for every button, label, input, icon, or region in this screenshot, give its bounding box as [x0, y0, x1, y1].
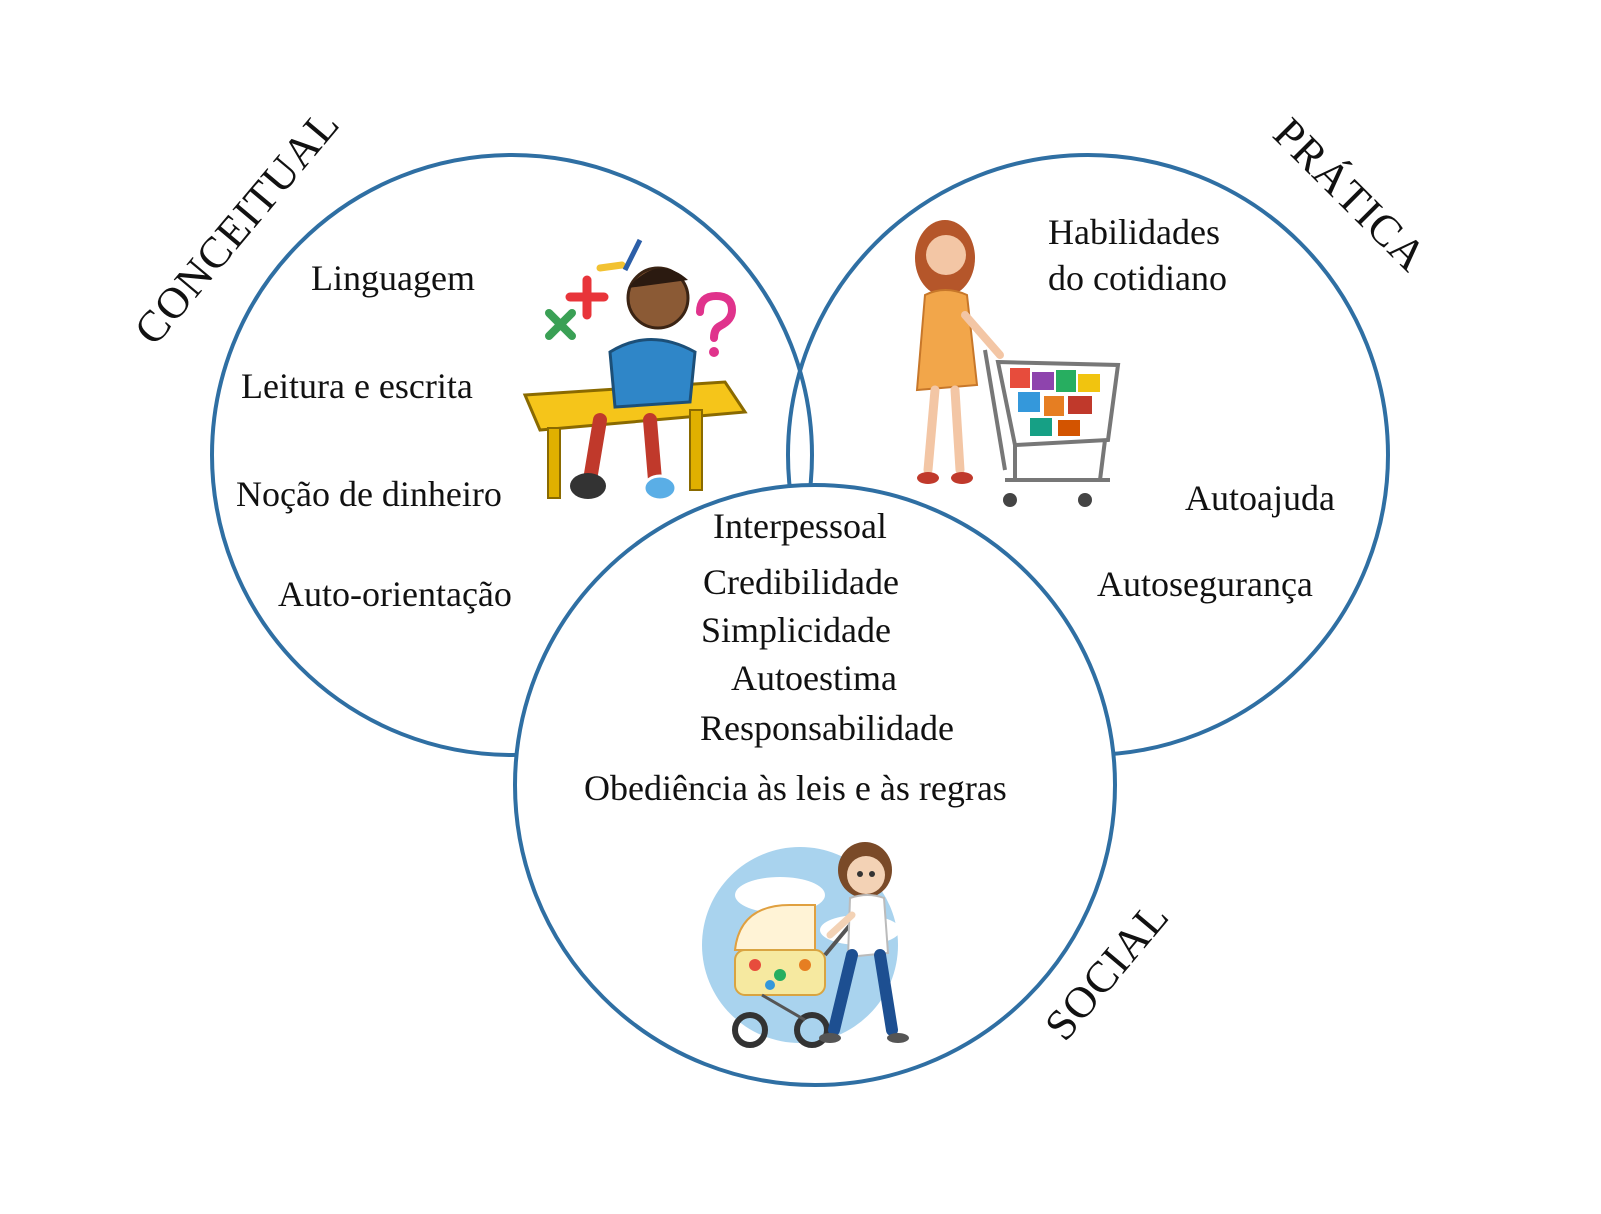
- social-item-simplicidade: Simplicidade: [701, 610, 891, 650]
- pratica-item-autoajuda: Autoajuda: [1185, 478, 1335, 518]
- social-circle: [513, 483, 1117, 1087]
- pratica-label: PRÁTICA: [1264, 108, 1437, 281]
- shopping-cart-illustration: [915, 220, 1121, 507]
- conceitual-item-orientacao: Auto-orientação: [278, 574, 512, 614]
- minus-symbol-icon: [596, 261, 626, 272]
- social-item-autoestima: Autoestima: [731, 658, 897, 698]
- plus-symbol-icon: [565, 275, 609, 320]
- social-item-credibilidade: Credibilidade: [703, 562, 899, 602]
- times-symbol-icon: [545, 309, 576, 340]
- stroller-icon: [732, 904, 852, 1048]
- conceitual-item-linguagem: Linguagem: [311, 258, 475, 298]
- conceitual-item-dinheiro: Noção de dinheiro: [236, 474, 502, 514]
- cart-icon: [983, 349, 1121, 507]
- baby-stroller-illustration: [702, 842, 909, 1048]
- pratica-item-autoseguranca: Autosegurança: [1097, 564, 1313, 604]
- conceitual-item-leitura: Leitura e escrita: [241, 366, 473, 406]
- social-item-interpessoal: Interpessoal: [713, 506, 887, 546]
- pratica-item-habilidades: Habilidades: [1048, 212, 1220, 252]
- pratica-item-cotidiano: do cotidiano: [1048, 258, 1227, 298]
- social-item-responsabilidade: Responsabilidade: [700, 708, 954, 748]
- social-item-leis: Obediência às leis e às regras: [584, 768, 1007, 808]
- question-mark-icon: [696, 291, 737, 357]
- conceitual-circle: [210, 153, 814, 757]
- student-desk-illustration: [522, 238, 748, 502]
